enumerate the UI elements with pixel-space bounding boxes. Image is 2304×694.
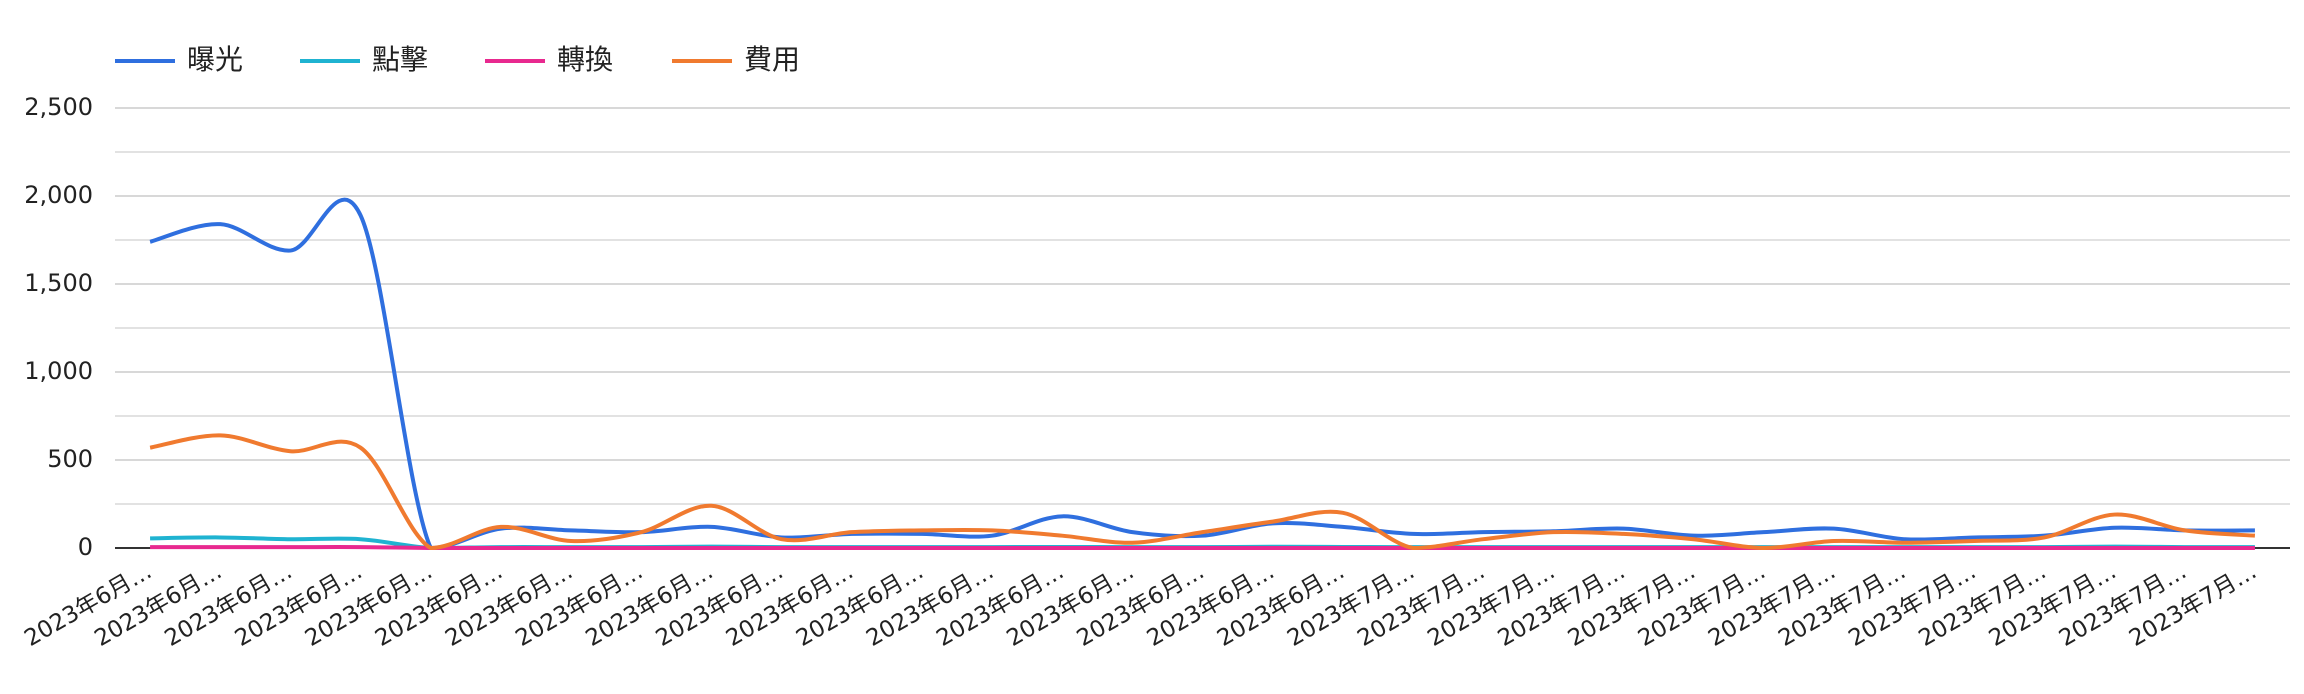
- legend-label: 轉換: [557, 43, 613, 76]
- y-tick-label: 2,500: [24, 93, 93, 121]
- y-tick-label: 0: [78, 533, 93, 561]
- series-line: [150, 545, 2255, 551]
- y-tick-label: 2,000: [24, 181, 93, 209]
- y-tick-label: 1,500: [24, 269, 93, 297]
- series-line: [149, 197, 2255, 551]
- legend-label: 費用: [744, 43, 800, 76]
- series-line: [149, 433, 2256, 551]
- legend-label: 曝光: [187, 43, 243, 76]
- legend-label: 點擊: [372, 43, 428, 76]
- y-tick-label: 500: [47, 445, 93, 473]
- y-tick-label: 1,000: [24, 357, 93, 385]
